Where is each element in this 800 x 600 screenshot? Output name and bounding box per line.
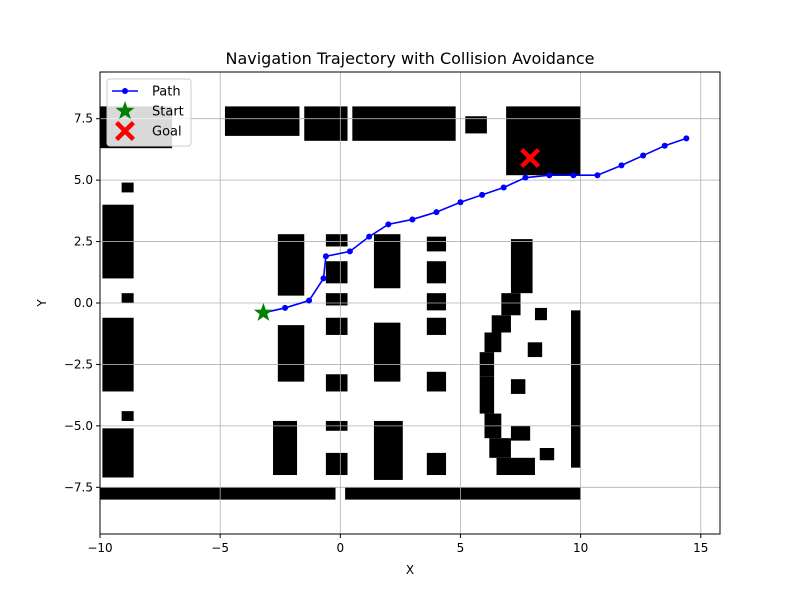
plot-area xyxy=(99,71,721,535)
obstacle-cell xyxy=(102,317,134,392)
obstacle-cell xyxy=(352,106,456,141)
path-point xyxy=(409,216,416,223)
obstacle-cell xyxy=(479,376,495,414)
path-point xyxy=(282,304,289,311)
obstacle-cell xyxy=(489,438,511,458)
obstacle-cell xyxy=(510,239,533,294)
obstacle-cell xyxy=(304,106,348,141)
path-point xyxy=(683,135,690,142)
obstacle-cell xyxy=(426,261,447,284)
path-point xyxy=(479,191,486,198)
obstacle-cell xyxy=(484,332,502,353)
path-point xyxy=(322,253,329,260)
path-point xyxy=(570,172,577,179)
legend-label: Goal xyxy=(152,125,182,140)
obstacle-cell xyxy=(426,371,447,392)
obstacle-cell xyxy=(345,487,581,500)
obstacle-cell xyxy=(426,317,447,335)
path-point xyxy=(346,248,353,255)
obstacle-cell xyxy=(325,374,348,392)
path-point xyxy=(385,221,392,228)
obstacle-cell xyxy=(506,106,581,176)
obstacle-cell xyxy=(465,116,487,134)
path-point xyxy=(640,152,647,159)
obstacle-cell xyxy=(325,452,348,476)
legend-path-dot xyxy=(122,88,128,94)
obstacle-cell xyxy=(373,322,401,382)
y-axis-ticks: −7.5 −5.0 −2.5 0.0 2.5 5.0 7.5 xyxy=(64,112,100,494)
obstacle-cell xyxy=(273,420,298,476)
obstacle-cell xyxy=(510,425,531,441)
path-point xyxy=(594,172,601,179)
x-tick-label: 0 xyxy=(336,541,344,555)
start-marker xyxy=(253,302,273,321)
legend-goal-swatch xyxy=(115,121,135,141)
path-point xyxy=(546,172,553,179)
y-tick-label: −2.5 xyxy=(64,357,93,371)
goal-marker xyxy=(520,148,541,169)
path-point xyxy=(618,162,625,169)
obstacle-cell xyxy=(325,261,348,284)
path-point xyxy=(500,184,507,191)
obstacle-cell xyxy=(121,411,134,421)
y-tick-label: 2.5 xyxy=(74,235,93,249)
y-tick-label: −7.5 xyxy=(64,480,93,494)
obstacle-cell xyxy=(501,293,521,316)
x-axis-label: X xyxy=(406,563,414,577)
path-point xyxy=(522,174,529,181)
y-tick-label: 7.5 xyxy=(74,112,93,126)
obstacle-cell xyxy=(426,452,447,476)
obstacle-cell xyxy=(100,487,336,500)
x-tick-label: −5 xyxy=(211,541,229,555)
obstacle-cell xyxy=(491,315,511,333)
y-tick-label: 5.0 xyxy=(74,173,93,187)
path-point xyxy=(661,142,668,149)
obstacle-cell xyxy=(426,293,447,311)
path-layer xyxy=(260,135,690,316)
legend: Path Start Goal xyxy=(106,78,192,147)
legend-start-swatch xyxy=(115,101,135,120)
y-tick-label: −5.0 xyxy=(64,419,93,433)
obstacle-cell xyxy=(325,234,348,247)
obstacle-cell xyxy=(325,293,348,306)
x-tick-label: −10 xyxy=(87,541,112,555)
obstacle-map xyxy=(100,106,581,500)
path-point xyxy=(457,199,464,206)
x-axis-ticks: −10 −5 0 5 10 15 xyxy=(87,534,708,555)
x-tick-label: 5 xyxy=(457,541,465,555)
path-point xyxy=(320,275,327,282)
obstacle-cell xyxy=(121,293,134,303)
obstacle-cell xyxy=(373,420,403,480)
x-tick-label: 15 xyxy=(693,541,708,555)
obstacle-cell xyxy=(121,182,134,193)
obstacle-cell xyxy=(496,457,535,476)
obstacle-cell xyxy=(325,317,348,335)
x-tick-label: 10 xyxy=(573,541,588,555)
obstacle-cell xyxy=(527,342,543,358)
path-point xyxy=(433,209,440,216)
obstacle-cell xyxy=(373,234,401,289)
path-point xyxy=(306,297,313,304)
obstacle-cell xyxy=(539,447,555,461)
obstacle-cell xyxy=(571,310,581,468)
path-point xyxy=(366,233,373,240)
obstacle-cell xyxy=(510,379,526,394)
obstacle-cell xyxy=(102,428,134,478)
chart-title: Navigation Trajectory with Collision Avo… xyxy=(225,49,594,68)
obstacle-cell xyxy=(277,234,305,296)
obstacle-cell xyxy=(277,325,305,382)
y-tick-label: 0.0 xyxy=(74,296,93,310)
marker-layer xyxy=(253,148,541,321)
obstacle-cell xyxy=(224,106,300,136)
legend-label: Start xyxy=(152,105,184,120)
obstacle-cell xyxy=(426,236,447,252)
obstacle-cell xyxy=(534,307,547,321)
legend-label: Path xyxy=(152,85,181,100)
y-axis-label: Y xyxy=(35,299,49,308)
